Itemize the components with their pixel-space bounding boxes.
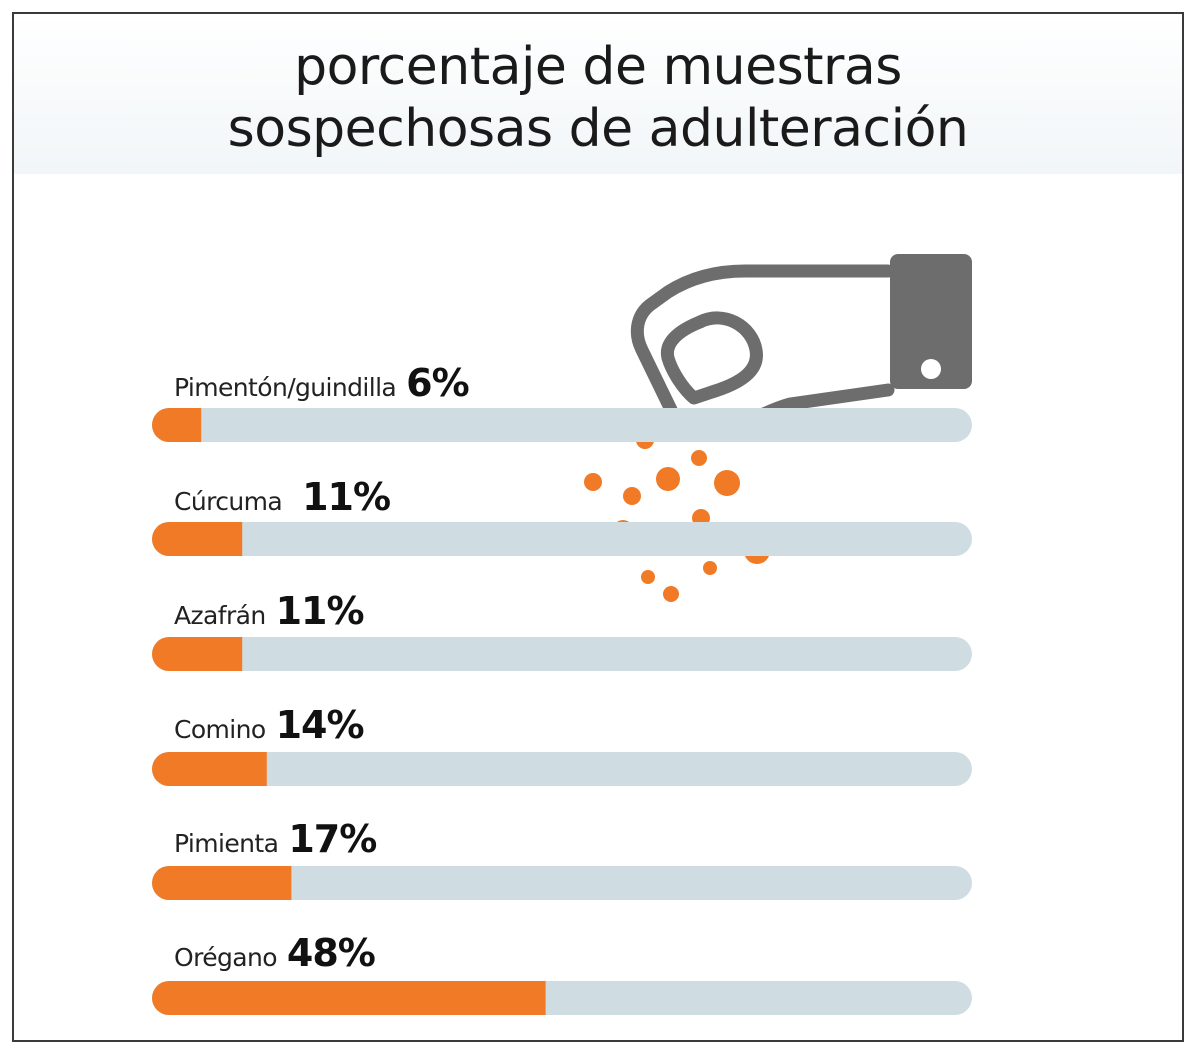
bar-2: [152, 637, 243, 671]
value-label-1: 11%: [302, 475, 390, 519]
value-label-0: 6%: [406, 361, 469, 405]
bar-3: [152, 752, 267, 786]
spice-dot-13: [663, 586, 679, 602]
bar-track-3: [152, 752, 972, 786]
category-label-5: Orégano: [174, 943, 277, 972]
bar-1: [152, 522, 243, 556]
spice-dot-1: [691, 450, 707, 466]
category-label-0: Pimentón/guindilla: [174, 373, 396, 402]
title-line-1: porcentaje de muestras: [294, 37, 902, 97]
bar-5: [152, 981, 546, 1015]
spice-dot-5: [623, 487, 641, 505]
bar-track-0: [152, 408, 972, 442]
value-label-4: 17%: [288, 817, 376, 861]
thumb-outline: [660, 311, 763, 405]
cuff-button: [921, 359, 941, 379]
chart-title: porcentaje de muestras sospechosas de ad…: [14, 36, 1182, 160]
bar-track-2: [152, 637, 972, 671]
category-label-4: Pimienta: [174, 829, 278, 858]
bar-4: [152, 866, 292, 900]
spice-dot-11: [703, 561, 717, 575]
category-label-1: Cúrcuma: [174, 487, 282, 516]
spice-dot-3: [656, 467, 680, 491]
category-label-3: Comino: [174, 715, 266, 744]
value-label-5: 48%: [287, 931, 375, 975]
bar-track-1: [152, 522, 972, 556]
sleeve-cuff: [890, 254, 972, 389]
spice-dot-12: [641, 570, 655, 584]
category-label-2: Azafrán: [174, 601, 266, 630]
header-band: [14, 14, 1182, 174]
value-label-2: 11%: [276, 589, 364, 633]
value-label-3: 14%: [276, 703, 364, 747]
title-line-2: sospechosas de adulteración: [227, 99, 969, 159]
spice-dot-4: [714, 470, 740, 496]
bar-track-4: [152, 866, 972, 900]
spice-dot-2: [584, 473, 602, 491]
spice-particles: [575, 431, 770, 602]
bar-0: [152, 408, 202, 442]
